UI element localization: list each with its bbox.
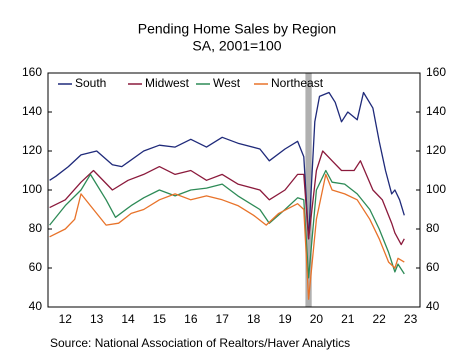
x-tick-label: 14 xyxy=(121,312,135,326)
series-line xyxy=(49,150,405,246)
y-tick-label: 80 xyxy=(29,221,43,235)
y2-tick-label: 80 xyxy=(426,221,440,235)
plot-frame xyxy=(47,72,421,308)
legend-label: Midwest xyxy=(145,76,190,90)
x-tick-label: 21 xyxy=(341,312,355,326)
y2-tick-label: 40 xyxy=(426,299,440,313)
series-line xyxy=(49,91,405,240)
y2-tick-label: 140 xyxy=(426,104,446,118)
legend-label: Northeast xyxy=(271,76,324,90)
x-tick-label: 19 xyxy=(278,312,292,326)
chart-subtitle: SA, 2001=100 xyxy=(192,38,281,54)
recession-shade xyxy=(305,73,312,307)
source-note: Source: National Association of Realtors… xyxy=(50,336,350,350)
y2-tick-label: 60 xyxy=(426,260,440,274)
y-tick-label: 60 xyxy=(29,260,43,274)
y2-tick-label: 160 xyxy=(426,65,446,79)
x-tick-label: 17 xyxy=(216,312,230,326)
y2-tick-label: 120 xyxy=(426,143,446,157)
y-tick-label: 100 xyxy=(22,182,42,196)
chart-title: Pending Home Sales by Region xyxy=(138,21,336,37)
x-tick-label: 23 xyxy=(404,312,418,326)
x-tick-label: 12 xyxy=(59,312,73,326)
legend-label: South xyxy=(75,76,106,90)
series-line xyxy=(49,173,405,300)
x-tick-label: 15 xyxy=(153,312,167,326)
x-tick-label: 22 xyxy=(373,312,387,326)
y-tick-label: 120 xyxy=(22,143,42,157)
y-tick-label: 140 xyxy=(22,104,42,118)
y-tick-label: 40 xyxy=(29,299,43,313)
x-tick-label: 18 xyxy=(247,312,261,326)
series-line xyxy=(49,169,405,279)
x-tick-label: 16 xyxy=(184,312,198,326)
y2-tick-label: 100 xyxy=(426,182,446,196)
x-tick-label: 13 xyxy=(90,312,104,326)
x-tick-label: 20 xyxy=(310,312,324,326)
y-tick-label: 160 xyxy=(22,65,42,79)
legend-label: West xyxy=(213,76,241,90)
